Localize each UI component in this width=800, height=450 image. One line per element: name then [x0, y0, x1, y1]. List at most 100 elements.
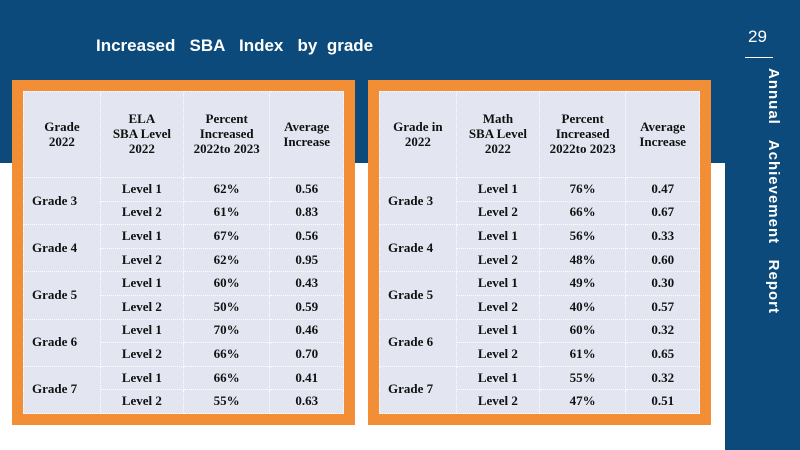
average-cell: 0.95	[269, 247, 344, 273]
average-header-line: Average	[640, 118, 686, 134]
average-cell: 0.59	[269, 294, 344, 320]
percent-cell: 62%	[182, 177, 271, 202]
average-cell: 0.57	[625, 294, 700, 320]
level-cell: Level 2	[99, 389, 184, 414]
level-cell: Level 1	[99, 318, 184, 344]
level-cell: Level 1	[99, 224, 184, 249]
side-band	[725, 0, 800, 450]
level-cell: Level 2	[99, 247, 184, 273]
level-cell: Level 1	[455, 224, 540, 249]
level-cell: Level 1	[455, 271, 540, 296]
grade-cell: Grade 7	[379, 365, 457, 415]
grade-cell: Grade 4	[379, 224, 457, 273]
grade-cell: Grade 4	[23, 224, 101, 273]
table-header-row: Grade 2022 ELA SBA Level 2022 Percent Increase…	[23, 91, 344, 178]
table-row: Grade 3 Level 1 62% 0.56	[23, 176, 344, 226]
table-row: Grade 5 Level 1 49% 0.30	[379, 271, 700, 320]
table-row: Level 2 40% 0.57	[380, 294, 700, 320]
table-row: Grade 6 Level 1 60% 0.32	[379, 318, 700, 367]
table-row: Level 2 61% 0.65	[380, 342, 700, 367]
percent-cell: 67%	[182, 224, 271, 249]
table-row: Level 2 62% 0.95	[24, 247, 344, 273]
average-cell: 0.32	[625, 318, 700, 344]
percent-cell: 62%	[182, 247, 271, 273]
level-header-line: ELA	[128, 111, 156, 127]
average-header-line: Average	[284, 118, 330, 134]
grade-cell: Grade 5	[23, 271, 101, 320]
percent-header: Percent Increased 2022to 2023	[182, 91, 271, 178]
level-cell: Level 2	[455, 247, 540, 273]
percent-header-line: Increased	[555, 126, 610, 142]
level-cell: Level 1	[99, 271, 184, 296]
average-cell: 0.65	[625, 342, 700, 367]
table-row: Level 2 48% 0.60	[380, 247, 700, 273]
percent-header: Percent Increased 2022to 2023	[538, 91, 627, 178]
level-cell: Level 2	[455, 342, 540, 367]
average-cell: 0.30	[625, 271, 700, 296]
percent-header-line: Percent	[561, 111, 604, 127]
percent-header-line: 2022to 2023	[193, 140, 260, 156]
average-cell: 0.63	[269, 389, 344, 414]
grade-cell: Grade 6	[23, 318, 101, 367]
table-row: Grade 4 Level 1 56% 0.33	[379, 224, 700, 273]
grade-header: Grade in 2022	[379, 91, 457, 178]
average-cell: 0.56	[269, 224, 344, 249]
percent-header-line: Percent	[205, 111, 248, 127]
grade-header-line: Grade in	[393, 118, 443, 134]
average-cell: 0.56	[269, 177, 344, 202]
table-row: Level 2 50% 0.59	[24, 294, 344, 320]
grade-cell: Grade 7	[23, 365, 101, 415]
table-row: Level 2 61% 0.83	[24, 200, 344, 226]
level-cell: Level 1	[455, 177, 540, 202]
average-header-line: Increase	[639, 133, 687, 149]
average-cell: 0.41	[269, 365, 344, 391]
percent-cell: 61%	[182, 200, 271, 226]
page-number-divider	[745, 57, 773, 58]
page-number: 29	[748, 27, 767, 46]
average-cell: 0.46	[269, 318, 344, 344]
average-cell: 0.60	[625, 247, 700, 273]
level-cell: Level 2	[455, 389, 540, 414]
average-header: Average Increase	[269, 91, 344, 178]
level-cell: Level 2	[99, 294, 184, 320]
percent-cell: 49%	[538, 271, 627, 296]
grade-cell: Grade 3	[379, 176, 457, 226]
level-header-line: 2022	[484, 140, 511, 156]
table-row: Level 2 66% 0.70	[24, 342, 344, 367]
percent-cell: 48%	[538, 247, 627, 273]
level-cell: Level 2	[455, 294, 540, 320]
table-row: Grade 3 Level 1 76% 0.47	[379, 176, 700, 226]
level-cell: Level 1	[455, 318, 540, 344]
math-table: Grade in 2022 Math SBA Level 2022 Percent Incr…	[379, 91, 700, 415]
percent-cell: 56%	[538, 224, 627, 249]
table-row: Grade 7 Level 1 66% 0.41	[23, 365, 344, 415]
percent-cell: 76%	[538, 177, 627, 202]
level-cell: Level 1	[99, 365, 184, 391]
level-cell: Level 2	[99, 342, 184, 367]
ela-table-panel: Grade 2022 ELA SBA Level 2022 Percent Increase…	[12, 80, 355, 425]
average-cell: 0.51	[625, 389, 700, 414]
percent-cell: 66%	[182, 365, 271, 391]
table-header-row: Grade in 2022 Math SBA Level 2022 Percent Incr…	[379, 91, 700, 178]
grade-header-line: Grade	[44, 118, 80, 134]
table-row: Grade 5 Level 1 60% 0.43	[23, 271, 344, 320]
ela-table: Grade 2022 ELA SBA Level 2022 Percent Increase…	[23, 91, 344, 415]
level-header-line: SBA Level	[112, 126, 171, 142]
grade-cell: Grade 6	[379, 318, 457, 367]
percent-cell: 55%	[538, 365, 627, 391]
grade-header-line: 2022	[404, 133, 431, 149]
average-cell: 0.33	[625, 224, 700, 249]
percent-header-line: Increased	[199, 126, 254, 142]
average-cell: 0.83	[269, 200, 344, 226]
percent-cell: 60%	[182, 271, 271, 296]
grade-header-line: 2022	[48, 133, 75, 149]
percent-cell: 55%	[182, 389, 271, 414]
level-header-line: Math	[482, 111, 514, 127]
percent-cell: 66%	[538, 200, 627, 226]
grade-cell: Grade 3	[23, 176, 101, 226]
percent-cell: 50%	[182, 294, 271, 320]
average-header-line: Increase	[283, 133, 331, 149]
percent-cell: 60%	[538, 318, 627, 344]
grade-header: Grade 2022	[23, 91, 101, 178]
level-cell: Level 2	[455, 200, 540, 226]
